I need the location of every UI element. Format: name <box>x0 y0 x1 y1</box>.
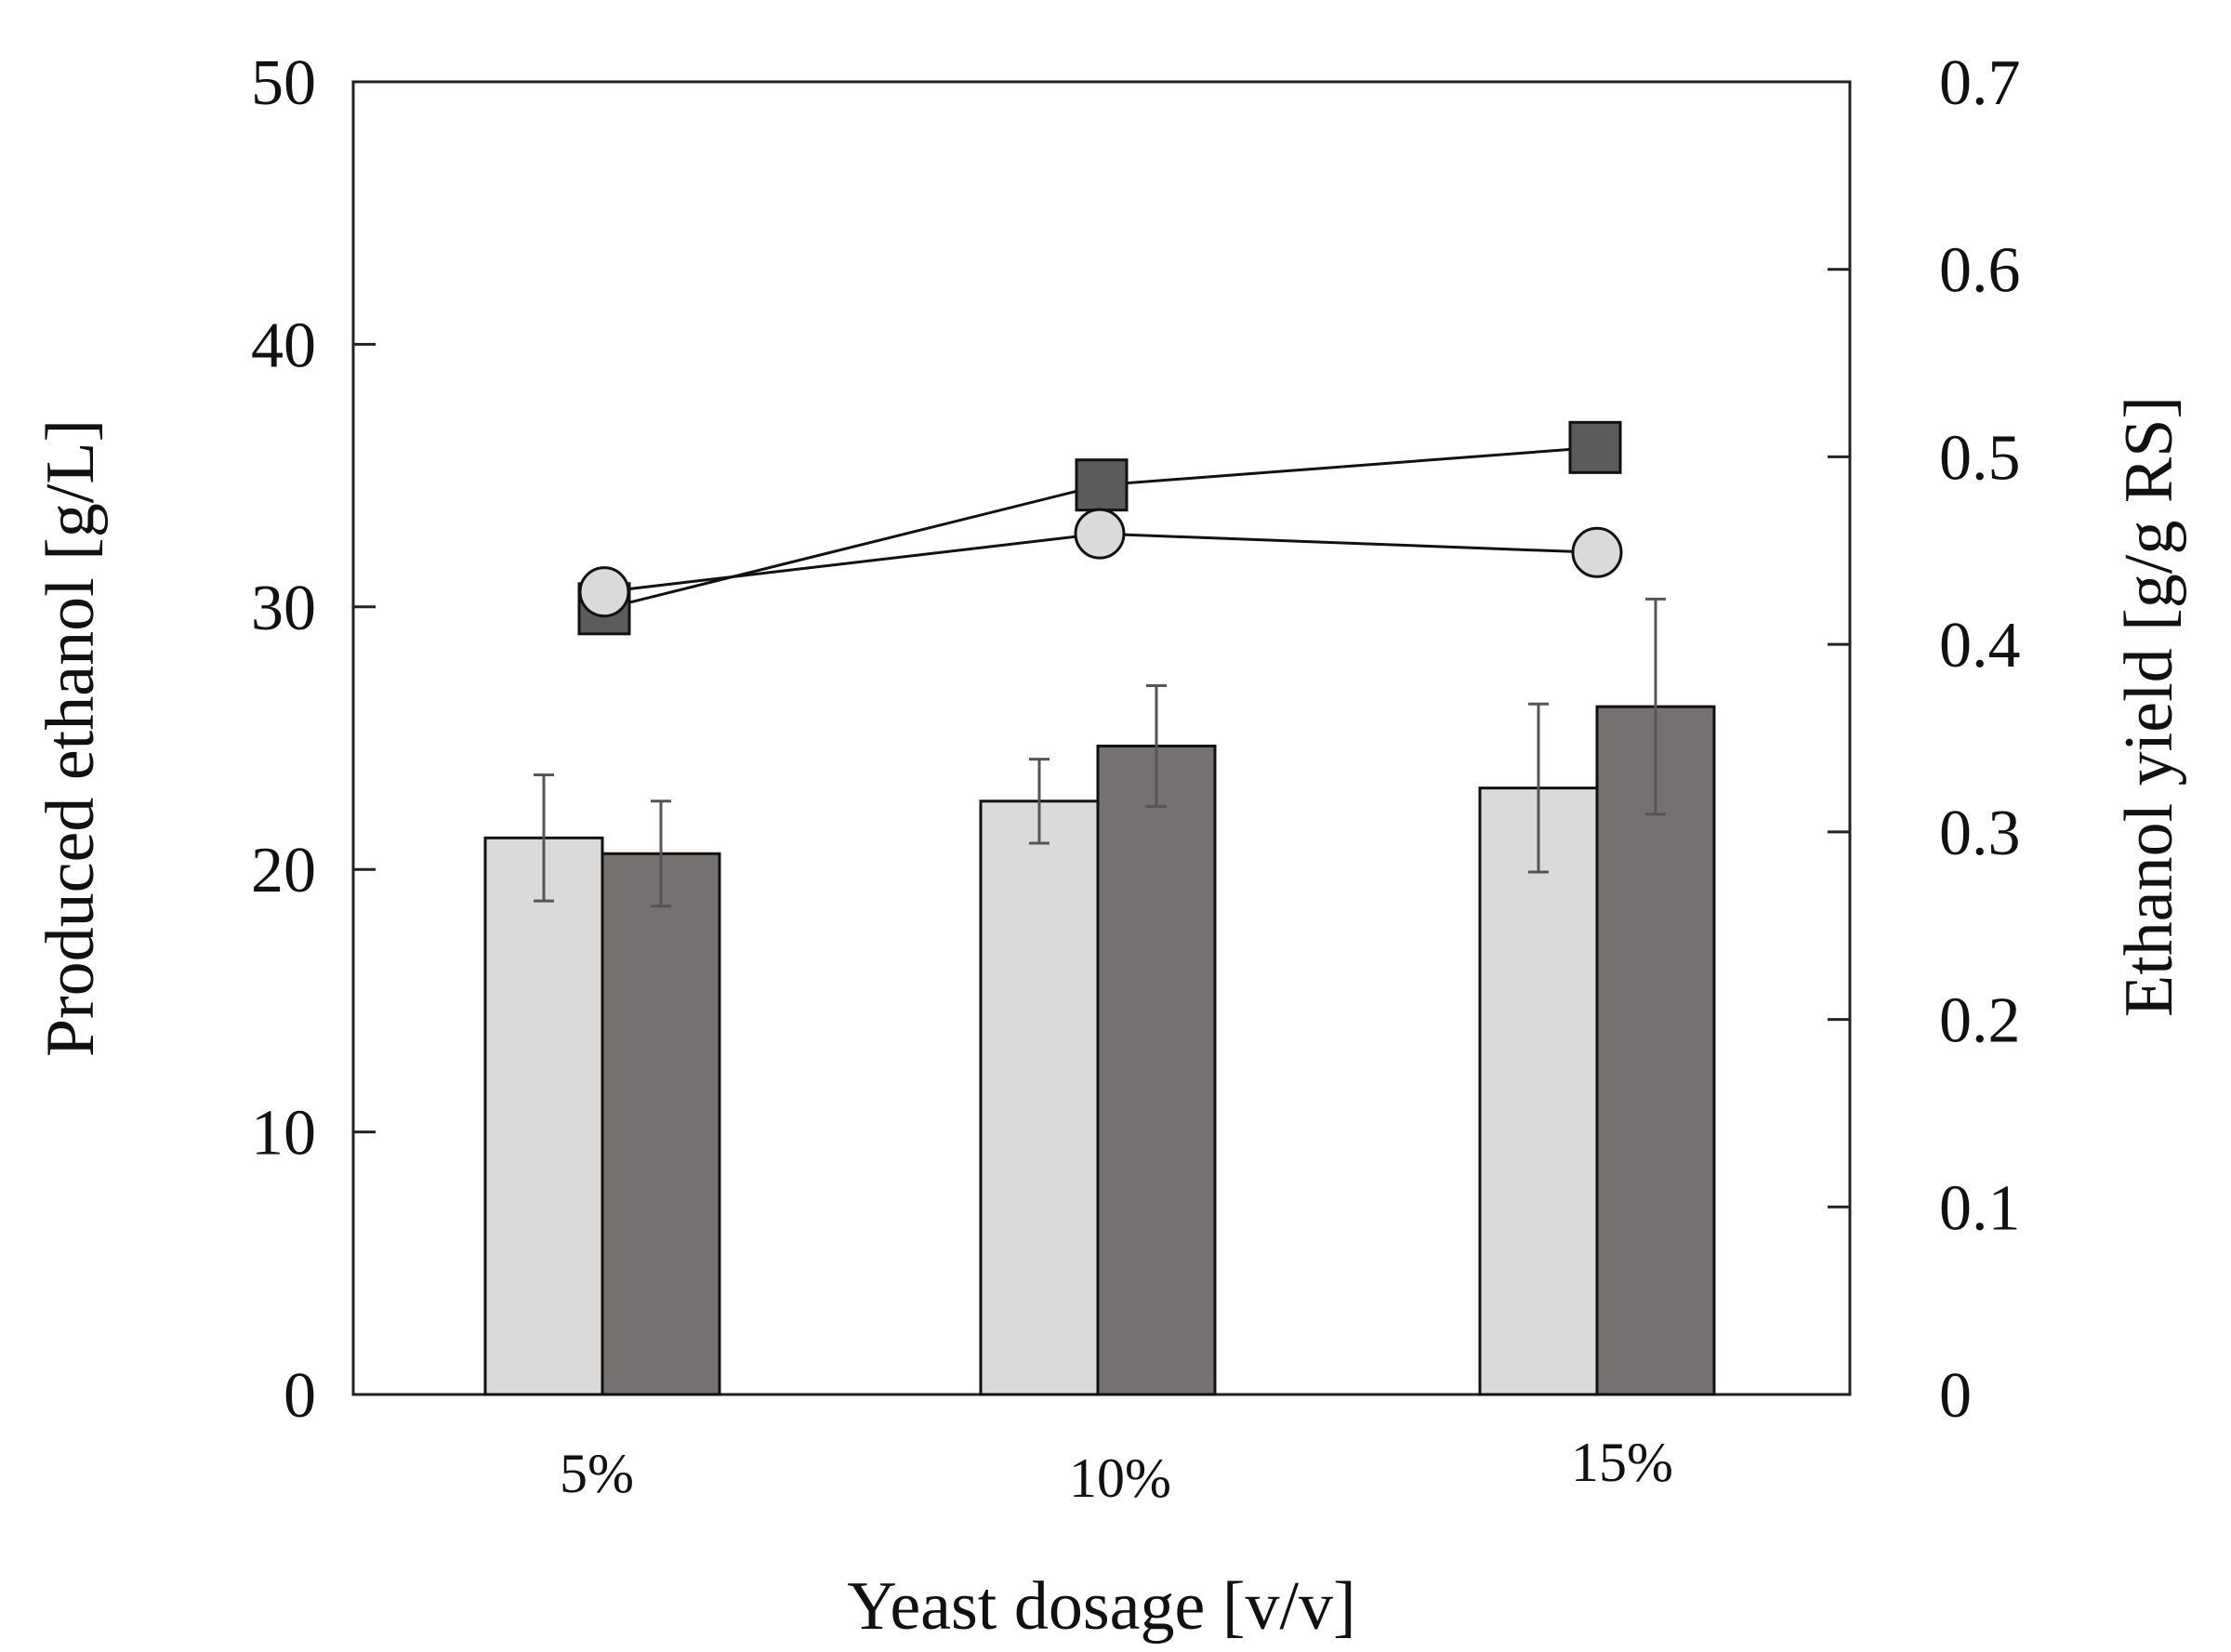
category-label-1: 10% <box>1069 1447 1171 1509</box>
left-tick-label: 30 <box>251 573 316 644</box>
right-tick-label: 0.3 <box>1939 798 2021 869</box>
yield-markers <box>577 420 1623 636</box>
left-tick-label: 40 <box>251 310 316 381</box>
bar-dark-0 <box>601 852 721 1396</box>
y2-axis-title: Ethanol yield [g/g RS] <box>2111 396 2187 1017</box>
x-axis-title: Yeast dosage [v/v] <box>847 1568 1355 1645</box>
left-tick-label: 20 <box>251 835 316 906</box>
y-axis-title: Produced ethanol [g/L] <box>33 419 109 1057</box>
right-tick-label: 0 <box>1939 1360 1972 1432</box>
right-tick-label: 0.2 <box>1939 985 2021 1057</box>
square-marker-1 <box>1075 458 1129 512</box>
error-bars <box>534 597 1666 908</box>
category-label-0: 5% <box>560 1443 634 1504</box>
category-label-2: 15% <box>1571 1432 1673 1493</box>
right-tick-label: 0.5 <box>1939 422 2021 494</box>
square-marker-2 <box>1568 420 1622 474</box>
left-tick-label: 50 <box>251 47 316 119</box>
bar-light-2 <box>1478 786 1599 1396</box>
bar-dark-2 <box>1595 705 1716 1396</box>
bars <box>483 705 1716 1396</box>
bar-dark-1 <box>1096 744 1217 1396</box>
right-tick-label: 0.7 <box>1939 47 2021 119</box>
right-axis-ticks: 0 0.1 0.2 0.3 0.4 0.5 0.6 0.7 <box>1828 47 2021 1432</box>
right-tick-label: 0.4 <box>1939 610 2021 681</box>
bar-light-1 <box>979 800 1100 1396</box>
left-axis-ticks: 0 10 20 30 40 50 <box>251 47 376 1432</box>
right-tick-label: 0.1 <box>1939 1172 2021 1244</box>
circle-marker-2 <box>1571 526 1623 578</box>
circle-marker-1 <box>1074 508 1126 560</box>
category-labels: 5% 10% 15% <box>560 1432 1673 1509</box>
bar-light-0 <box>483 836 604 1396</box>
left-tick-label: 0 <box>284 1360 316 1432</box>
right-tick-label: 0.6 <box>1939 235 2021 307</box>
circle-marker-0 <box>578 566 630 618</box>
left-tick-label: 10 <box>251 1098 316 1170</box>
